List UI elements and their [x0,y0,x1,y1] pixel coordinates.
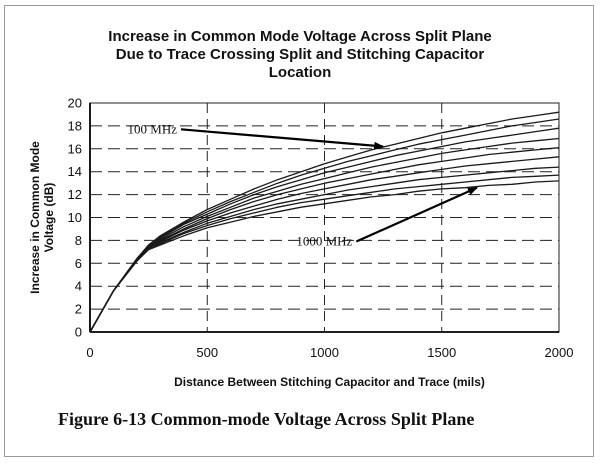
figure-caption: Figure 6-13 Common-mode Voltage Across S… [58,409,475,429]
annotation-arrow-2 [355,186,478,243]
annotations: 100 MHz 1000 MHz [128,121,478,249]
y-tick-label: 2 [75,302,82,317]
x-tick-label: 1000 [310,345,339,360]
y-tick-label: 0 [75,325,82,340]
series-line-8 [89,174,560,333]
tick-labels: 0 2 4 6 8 10 12 14 16 18 20 0 500 1000 1500 2000 [68,96,574,361]
y-tick-label: 18 [68,118,82,133]
y-tick-label: 4 [75,279,82,294]
x-tick-label: 500 [196,345,218,360]
y-tick-label: 16 [68,141,82,156]
y-tick-label: 8 [75,233,82,248]
x-tick-label: 1500 [427,345,456,360]
annotation-label-1: 100 MHz [128,121,178,136]
x-axis-label: Distance Between Stitching Capacitor and… [174,375,485,389]
y-axis-label: Increase in Common ModeVoltage (dB) [28,141,56,294]
x-tick-label: 2000 [545,345,574,360]
y-axis-label-line-1: Increase in Common Mode [28,141,42,294]
y-tick-label: 6 [75,256,82,271]
y-tick-label: 10 [68,210,82,225]
chart-title: Increase in Common Mode Voltage Across S… [0,28,600,82]
y-tick-label: 12 [68,187,82,202]
chart-title-line-1: Increase in Common Mode Voltage Across S… [108,28,492,45]
chart-title-line-2: Due to Trace Crossing Split and Stitchin… [115,46,485,63]
grid-lines [90,103,559,332]
x-tick-label: 0 [86,345,93,360]
y-tick-label: 20 [68,96,82,111]
chart-title-line-3: Location [268,64,332,81]
series-lines [89,111,560,333]
axes [89,102,560,333]
y-axis-label-line-2: Voltage (dB) [42,183,56,253]
series-line-4 [89,137,560,333]
y-tick-label: 14 [68,164,82,179]
figure-frame [4,5,594,457]
annotation-label-2: 1000 MHz [296,234,352,249]
series-line-9 [89,180,560,333]
annotation-arrow-1 [180,128,385,150]
series-line-2 [89,118,560,333]
series-line-6 [89,156,560,333]
